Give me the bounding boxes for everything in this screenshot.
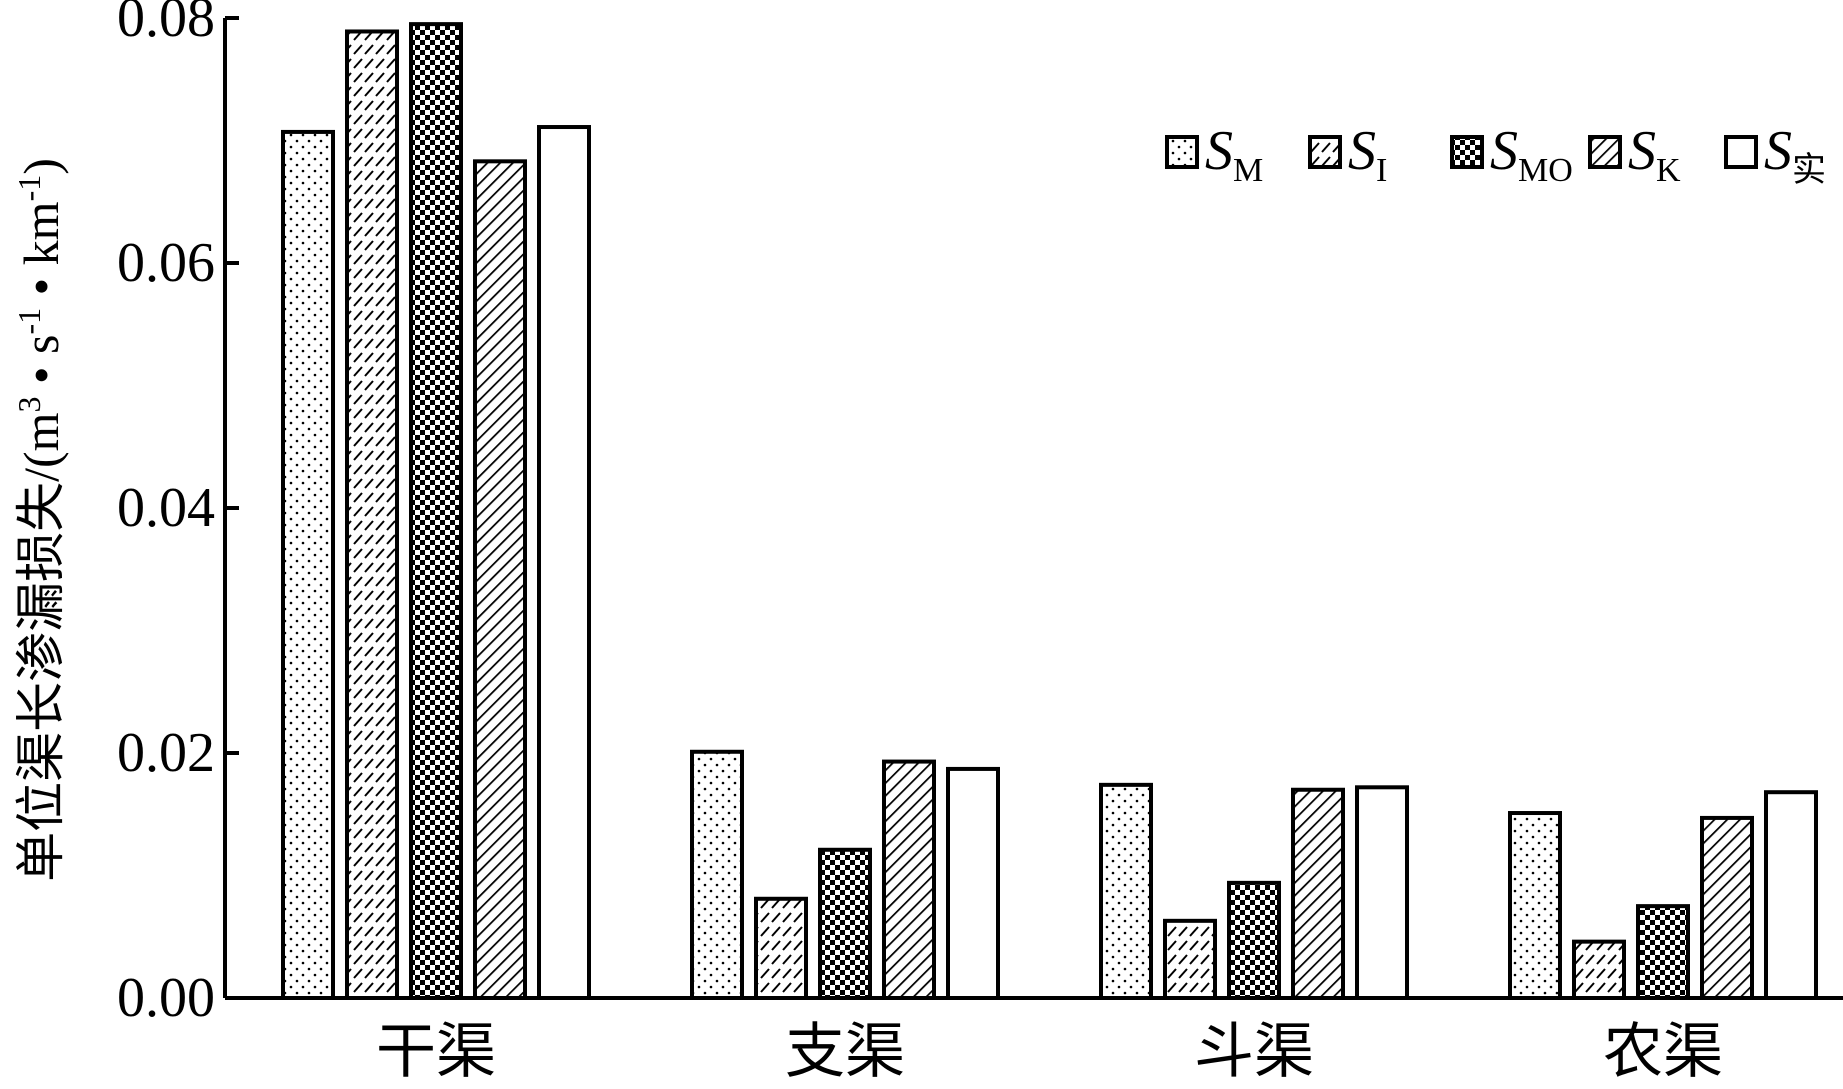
legend-label-K: SK bbox=[1628, 120, 1681, 189]
x-category-label: 农渠 bbox=[1603, 1019, 1723, 1084]
legend-swatch-实 bbox=[1724, 135, 1758, 169]
y-tick-label: 0.02 bbox=[117, 722, 215, 784]
bar-I-干渠 bbox=[345, 29, 399, 1001]
y-axis-title: 单位渠长渗漏损失/(m3 • s-1 • km-1) bbox=[11, 158, 69, 882]
bar-K-斗渠 bbox=[1291, 787, 1345, 1000]
y-title-sup-3: -1 bbox=[11, 175, 47, 202]
y-title-mid-2: • km bbox=[13, 201, 69, 308]
bar-K-支渠 bbox=[882, 759, 936, 1001]
bar-K-农渠 bbox=[1700, 815, 1754, 1000]
bar-实-干渠 bbox=[537, 125, 591, 1000]
legend-swatch-I bbox=[1308, 135, 1342, 169]
bar-I-支渠 bbox=[754, 896, 808, 1001]
bar-实-支渠 bbox=[946, 766, 1000, 1000]
bar-MO-干渠 bbox=[409, 22, 463, 1000]
bar-实-农渠 bbox=[1764, 790, 1818, 1001]
bar-MO-斗渠 bbox=[1227, 880, 1281, 1000]
bar-K-干渠 bbox=[473, 159, 527, 1000]
bar-M-农渠 bbox=[1508, 811, 1562, 1001]
y-title-prefix: 单位渠长渗漏损失/(m bbox=[13, 412, 69, 882]
bars bbox=[281, 22, 1818, 1001]
legend-label-M: SM bbox=[1205, 120, 1263, 189]
legend-label-I: SI bbox=[1348, 120, 1387, 189]
axes: 0.00 0.02 0.04 0.06 0.08 干渠 支渠 斗渠 农渠 bbox=[117, 0, 1843, 1085]
y-tick-label: 0.08 bbox=[117, 0, 215, 49]
bar-MO-农渠 bbox=[1636, 904, 1690, 1000]
x-category-label: 干渠 bbox=[376, 1019, 496, 1084]
y-title-mid-1: • s bbox=[13, 334, 69, 396]
y-title-sup-1: 3 bbox=[11, 396, 47, 412]
legend: SM SI SMO SK S实 bbox=[1165, 120, 1826, 189]
y-tick-label: 0.04 bbox=[117, 477, 215, 539]
x-category-label: 斗渠 bbox=[1194, 1019, 1314, 1084]
legend-swatch-MO bbox=[1450, 135, 1484, 169]
bar-M-干渠 bbox=[281, 129, 335, 1001]
legend-swatch-K bbox=[1588, 135, 1622, 169]
bar-M-斗渠 bbox=[1099, 782, 1153, 1000]
y-title-suffix: ) bbox=[13, 158, 69, 175]
x-category-label: 支渠 bbox=[785, 1019, 905, 1084]
y-title-sup-2: -1 bbox=[11, 308, 47, 335]
legend-label-实: S实 bbox=[1764, 120, 1826, 189]
bar-实-斗渠 bbox=[1355, 785, 1409, 1000]
bar-M-支渠 bbox=[690, 749, 744, 1001]
y-tick-label: 0.06 bbox=[117, 232, 215, 294]
bar-I-农渠 bbox=[1572, 939, 1626, 1001]
bar-MO-支渠 bbox=[818, 847, 872, 1001]
y-tick-label: 0.00 bbox=[117, 967, 215, 1029]
legend-label-MO: SMO bbox=[1490, 120, 1573, 189]
legend-swatch-M bbox=[1165, 135, 1199, 169]
bar-I-斗渠 bbox=[1163, 918, 1217, 1001]
